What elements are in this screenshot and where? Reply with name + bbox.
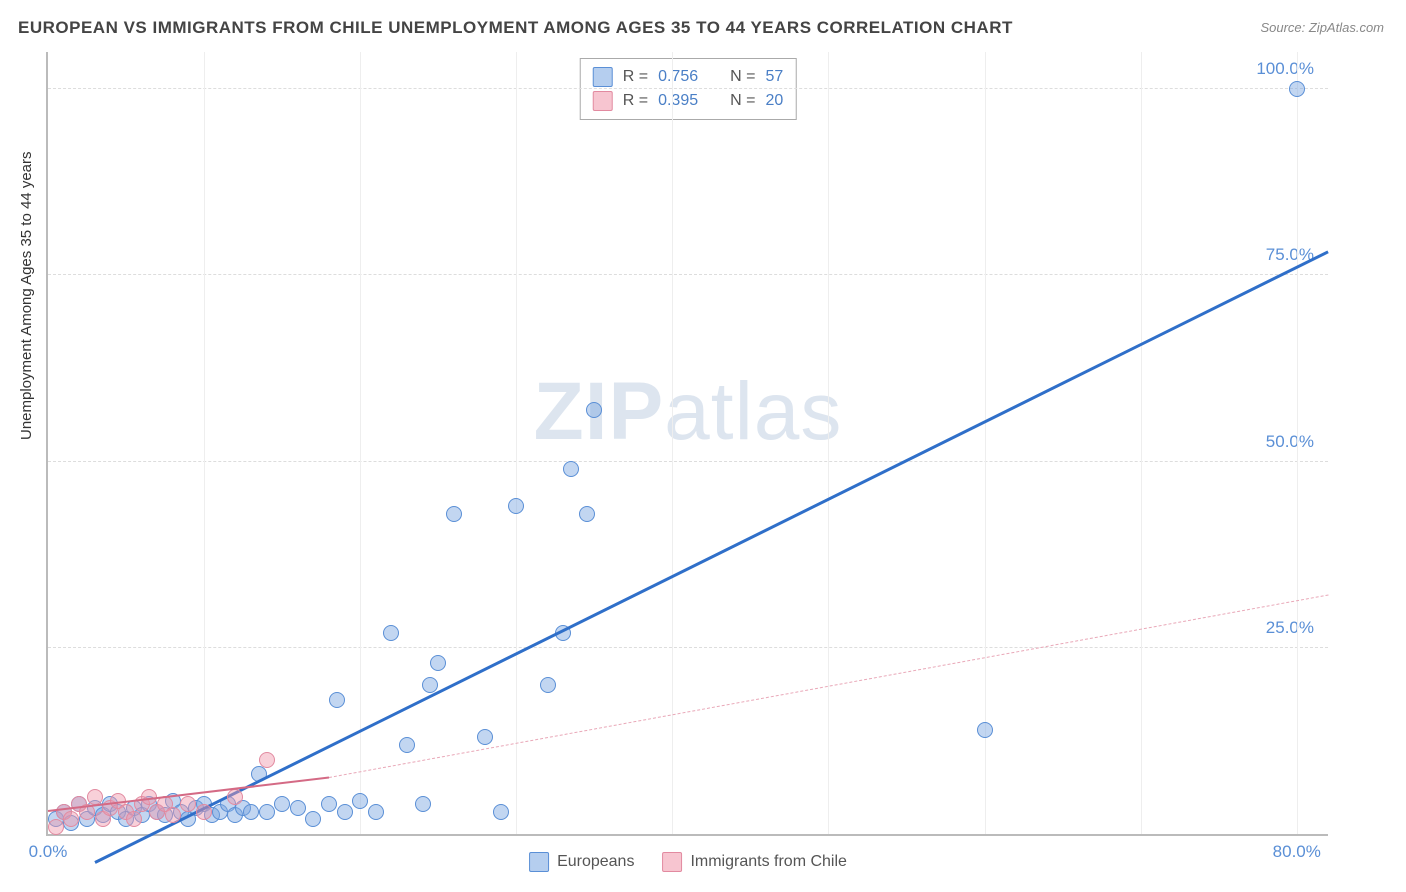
x-tick-label: 80.0% — [1273, 842, 1321, 862]
gridline-vertical — [672, 52, 673, 834]
data-point — [48, 819, 64, 835]
data-point — [977, 722, 993, 738]
x-tick-label: 0.0% — [29, 842, 68, 862]
legend-correlation-row: R = 0.756 N = 57 — [593, 65, 784, 89]
legend-correlation-row: R = 0.395 N = 20 — [593, 89, 784, 113]
legend-r-label: R = — [623, 68, 648, 86]
watermark: ZIPatlas — [534, 365, 843, 459]
data-point — [368, 804, 384, 820]
data-point — [259, 752, 275, 768]
data-point — [540, 677, 556, 693]
legend-n-label: N = — [730, 68, 755, 86]
legend-series-item: Immigrants from Chile — [662, 852, 846, 872]
data-point — [477, 729, 493, 745]
data-point — [243, 804, 259, 820]
y-tick-label: 100.0% — [1256, 59, 1314, 79]
data-point — [305, 811, 321, 827]
gridline-horizontal — [48, 461, 1328, 462]
data-point — [430, 655, 446, 671]
data-point — [63, 811, 79, 827]
data-point — [493, 804, 509, 820]
data-point — [446, 506, 462, 522]
data-point — [337, 804, 353, 820]
y-axis-label: Unemployment Among Ages 35 to 44 years — [18, 151, 35, 440]
data-point — [165, 807, 181, 823]
gridline-vertical — [985, 52, 986, 834]
legend-r-value: 0.395 — [658, 92, 698, 110]
data-point — [415, 796, 431, 812]
gridline-horizontal — [48, 274, 1328, 275]
y-tick-label: 25.0% — [1266, 618, 1314, 638]
data-point — [563, 461, 579, 477]
data-point — [508, 498, 524, 514]
gridline-vertical — [828, 52, 829, 834]
series-legend: Europeans Immigrants from Chile — [529, 852, 847, 872]
data-point — [274, 796, 290, 812]
data-point — [196, 804, 212, 820]
legend-r-label: R = — [623, 92, 648, 110]
data-point — [259, 804, 275, 820]
data-point — [586, 402, 602, 418]
scatter-plot-area: ZIPatlas R =0.756N =57R =0.395N =20 Euro… — [46, 52, 1328, 836]
gridline-horizontal — [48, 647, 1328, 648]
data-point — [180, 796, 196, 812]
trend-line — [94, 250, 1328, 863]
source-attribution: Source: ZipAtlas.com — [1260, 20, 1384, 35]
data-point — [126, 811, 142, 827]
legend-series-item: Europeans — [529, 852, 634, 872]
chart-title: EUROPEAN VS IMMIGRANTS FROM CHILE UNEMPL… — [18, 18, 1013, 38]
legend-series-label: Europeans — [557, 853, 634, 871]
data-point — [383, 625, 399, 641]
gridline-vertical — [516, 52, 517, 834]
data-point — [321, 796, 337, 812]
gridline-vertical — [1141, 52, 1142, 834]
legend-swatch — [662, 852, 682, 872]
legend-r-value: 0.756 — [658, 68, 698, 86]
data-point — [579, 506, 595, 522]
gridline-vertical — [1297, 52, 1298, 834]
gridline-horizontal — [48, 88, 1328, 89]
legend-n-value: 20 — [765, 92, 783, 110]
watermark-atlas: atlas — [664, 366, 842, 457]
data-point — [87, 789, 103, 805]
legend-swatch — [593, 67, 613, 87]
data-point — [352, 793, 368, 809]
legend-n-label: N = — [730, 92, 755, 110]
legend-n-value: 57 — [765, 68, 783, 86]
gridline-vertical — [360, 52, 361, 834]
y-tick-label: 50.0% — [1266, 432, 1314, 452]
data-point — [1289, 81, 1305, 97]
data-point — [399, 737, 415, 753]
data-point — [329, 692, 345, 708]
gridline-vertical — [204, 52, 205, 834]
legend-swatch — [529, 852, 549, 872]
data-point — [290, 800, 306, 816]
data-point — [227, 789, 243, 805]
legend-series-label: Immigrants from Chile — [690, 853, 846, 871]
legend-swatch — [593, 91, 613, 111]
